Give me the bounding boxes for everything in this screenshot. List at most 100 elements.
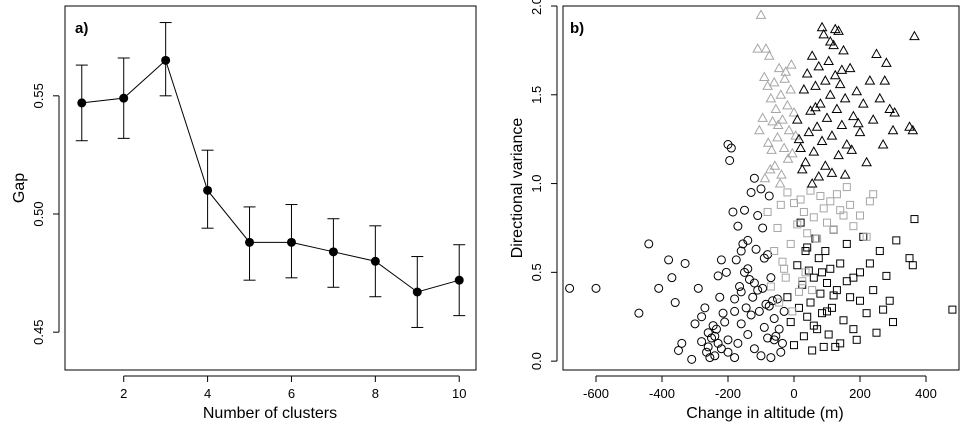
panel-a-data [75,22,466,328]
triangle-point [884,103,896,113]
circle-point [711,324,721,334]
triangle-point [768,76,780,87]
triangle-point [871,48,882,58]
triangle-point [752,43,764,53]
square-point [839,316,848,325]
square-point [829,225,838,234]
triangle-point [806,50,818,60]
triangle-point [829,69,841,80]
square-point [796,195,805,204]
x-tick-label: -400 [649,386,675,401]
triangle-point [857,98,869,108]
square-point [794,303,803,312]
circle-point [715,292,725,302]
circle-point [733,221,743,231]
circle-point [697,337,707,347]
circle-point [776,347,786,357]
x-tick-label: -600 [583,386,609,401]
circle-point [721,267,731,277]
circle-point [758,283,768,293]
square-point [908,261,917,270]
x-tick-label: 200 [849,386,871,401]
square-point [856,211,864,220]
gap-point [412,287,422,297]
circle-point [759,322,769,332]
circle-point [703,342,713,352]
square-point [806,298,815,307]
triangle-point [788,107,800,117]
circle-point [740,205,749,215]
square-point [849,325,858,334]
circle-point [644,239,654,249]
triangle-point [786,59,797,69]
circle-point [769,335,779,345]
square-point [783,293,792,302]
triangle-point [757,112,769,122]
circle-point [746,187,756,197]
circle-point [723,347,733,357]
square-point [856,268,864,277]
square-point [856,296,864,305]
triangle-point [838,44,849,55]
square-point [829,291,838,300]
circle-point [723,335,733,345]
triangle-point [824,89,836,99]
triangle-point [816,135,828,145]
triangle-point [777,114,788,124]
triangle-point [778,142,790,153]
square-point [766,282,775,291]
triangle-point [909,30,920,41]
circle-point [720,317,730,327]
square-point [793,220,802,229]
triangle-point [841,138,853,149]
circle-point [754,306,764,316]
gap-point [203,185,213,195]
square-point [823,307,831,316]
circle-point [690,319,700,329]
gap-point [454,275,464,285]
panel-a-y-axis-title: Gap [11,173,28,203]
gap-point [77,98,87,108]
triangle-point [808,146,820,156]
circle-point [667,273,677,283]
square-point [842,183,851,192]
triangle-point [815,98,826,108]
circle-point [735,282,745,292]
square-point [849,273,858,282]
circle-point [700,303,710,313]
circle-point [743,235,753,245]
circle-point [746,310,756,320]
square-point [806,186,815,195]
circle-point [670,298,680,308]
square-point [775,298,784,307]
circle-point [763,333,773,343]
triangle-point [826,167,838,177]
triangle-point [836,64,848,74]
y-tick-label: 1.0 [529,175,544,193]
gap-point [328,247,338,257]
circle-point [725,155,735,165]
panel-b-plot-frame [562,5,960,371]
triangle-point [766,144,777,154]
square-point [869,190,878,199]
triangle-point [767,115,778,126]
circle-point [733,338,743,348]
gap-point [286,237,296,247]
square-point [836,339,845,348]
triangle-point [819,160,831,170]
circle-point [736,287,746,297]
triangle-point [844,62,856,73]
triangle-point [760,43,772,53]
triangle-point [851,85,863,96]
square-point [836,259,845,268]
square-point [776,200,785,209]
y-tick-label: 0.50 [31,201,46,226]
triangle-point [877,138,889,149]
square-point [832,190,841,199]
square-point [910,215,919,224]
triangle-point [889,107,901,117]
square-point [819,204,828,213]
circle-point [749,278,759,288]
square-point [824,330,833,339]
